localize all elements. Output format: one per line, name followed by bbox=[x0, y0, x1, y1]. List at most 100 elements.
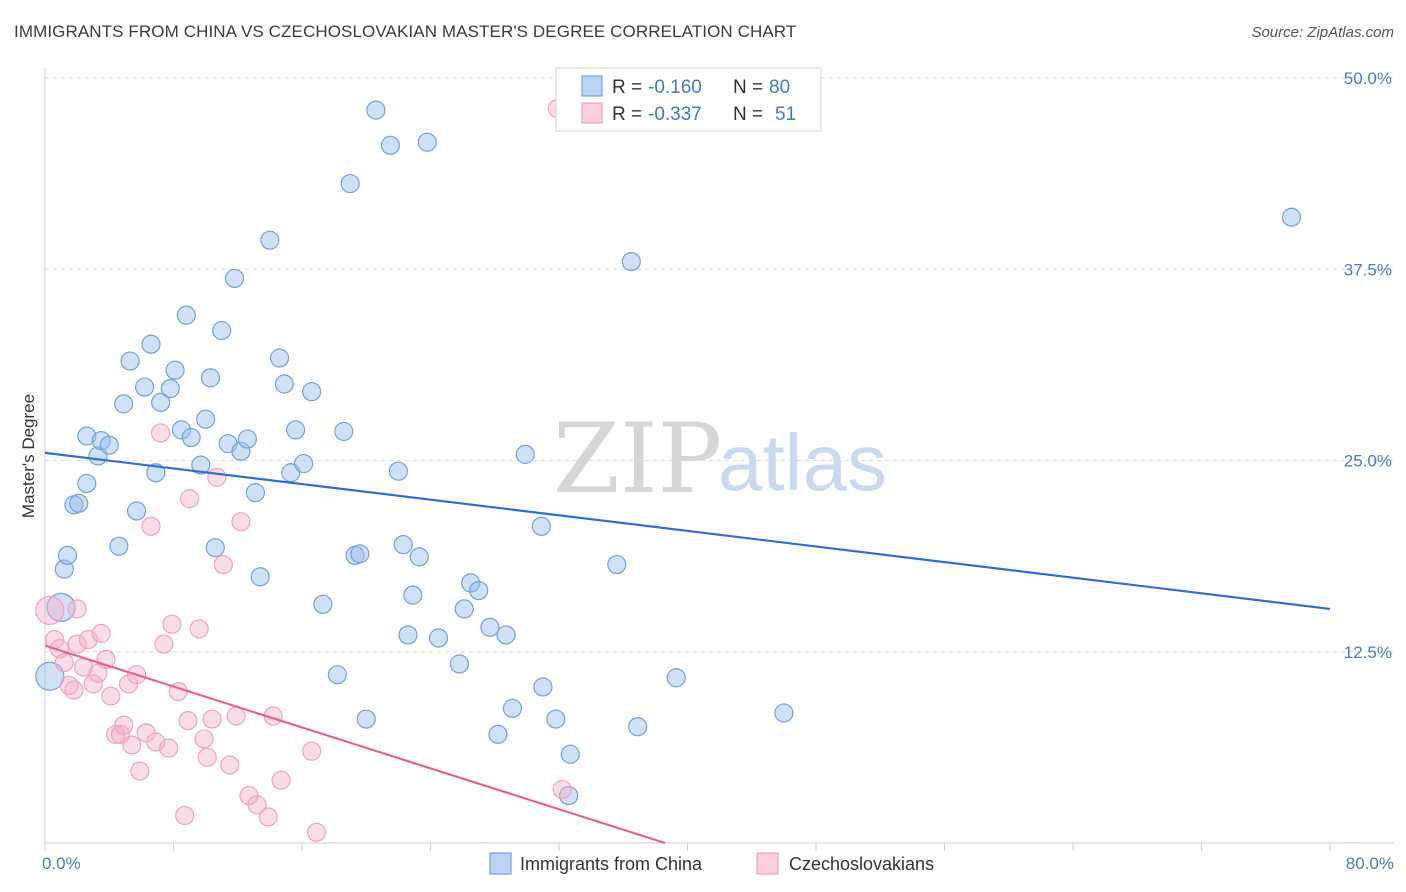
china-point-41 bbox=[313, 594, 333, 614]
china-point-68 bbox=[546, 709, 566, 729]
czechoslovakian-trend-line bbox=[44, 644, 666, 845]
china-point-55 bbox=[417, 132, 437, 152]
china-point-12 bbox=[120, 351, 140, 371]
china-point-60 bbox=[469, 580, 489, 601]
czechoslovakian-point-42 bbox=[247, 795, 267, 815]
stats-r-label-2: R = bbox=[612, 104, 642, 125]
china-point-42 bbox=[327, 665, 347, 685]
china-point-52 bbox=[398, 625, 418, 645]
czechoslovakian-point-32 bbox=[189, 619, 209, 639]
china-point-75 bbox=[774, 703, 794, 723]
czechoslovakian-point-45 bbox=[271, 770, 291, 790]
china-point-53 bbox=[403, 585, 423, 605]
stats-n-value-1: 80 bbox=[769, 77, 790, 98]
stats-n-value-2: 51 bbox=[775, 104, 796, 125]
china-point-4 bbox=[69, 493, 89, 513]
china-point-46 bbox=[350, 544, 370, 564]
stats-n-label-2: N = bbox=[733, 104, 763, 125]
china-point-16 bbox=[146, 463, 166, 483]
china-point-34 bbox=[260, 230, 280, 250]
china-point-69 bbox=[560, 744, 580, 764]
china-point-40 bbox=[302, 382, 322, 402]
stats-swatch-pink bbox=[581, 102, 603, 124]
china-point-5 bbox=[77, 473, 97, 494]
tick-labels: 12.5% 25.0% 37.5% 50.0% 0.0% 80.0% bbox=[42, 69, 1394, 873]
watermark: ZIP atlas bbox=[553, 403, 887, 515]
china-point-59 bbox=[461, 573, 481, 593]
china-point-31 bbox=[237, 429, 257, 449]
china-point-67 bbox=[533, 677, 553, 697]
china-point-29 bbox=[224, 268, 245, 289]
china-point-47 bbox=[356, 709, 376, 729]
china-point-38 bbox=[285, 420, 306, 440]
czechoslovakian-point-16 bbox=[114, 715, 134, 735]
x-tick-label-0: 0.0% bbox=[42, 854, 81, 873]
stats-box: R = -0.160 N = 80 R = -0.337 N = 51 bbox=[555, 67, 822, 132]
china-point-44 bbox=[340, 173, 360, 194]
china-point-18 bbox=[160, 378, 180, 399]
czechoslovakian-point-29 bbox=[175, 805, 195, 826]
chart-source: Source: ZipAtlas.com bbox=[1251, 24, 1394, 41]
y-tick-label-0: 12.5% bbox=[1344, 643, 1392, 662]
czechoslovakian-point-37 bbox=[213, 554, 233, 575]
china-point-10 bbox=[109, 536, 129, 556]
czechoslovakian-point-3 bbox=[54, 652, 74, 673]
czechoslovakian-point-36 bbox=[207, 467, 227, 487]
czechoslovakian-point-18 bbox=[122, 735, 142, 755]
china-point-51 bbox=[393, 535, 413, 555]
china-point-71 bbox=[607, 554, 627, 575]
axes bbox=[44, 68, 1394, 851]
china-point-49 bbox=[380, 135, 400, 155]
czechoslovakian-point-24 bbox=[151, 423, 171, 443]
stats-swatch-blue bbox=[581, 75, 603, 97]
china-point-66 bbox=[531, 516, 551, 536]
czechoslovakian-point-22 bbox=[141, 516, 161, 536]
china-point-43 bbox=[334, 421, 354, 442]
china-point-74 bbox=[666, 668, 686, 688]
legend-label-china: Immigrants from China bbox=[520, 854, 703, 874]
china-point-13 bbox=[126, 501, 147, 521]
china-point-63 bbox=[496, 625, 516, 645]
china-point-58 bbox=[454, 599, 474, 619]
china-point-57 bbox=[449, 654, 470, 674]
czechoslovakian-point-33 bbox=[194, 729, 214, 749]
china-point-9 bbox=[99, 435, 119, 455]
czechoslovakian-point-40 bbox=[231, 512, 251, 532]
stats-r-label-1: R = bbox=[612, 77, 642, 98]
stats-r-value-1: -0.160 bbox=[648, 77, 702, 98]
czechoslovakian-point-6 bbox=[67, 634, 87, 654]
china-point-64 bbox=[502, 698, 523, 718]
china-point-39 bbox=[294, 453, 314, 474]
china-point-22 bbox=[181, 427, 201, 448]
legend-swatch-czechoslovakians bbox=[756, 852, 779, 875]
grid-lines bbox=[45, 77, 1394, 653]
y-tick-label-3: 50.0% bbox=[1344, 69, 1392, 88]
china-point-19 bbox=[165, 360, 185, 380]
china-point-65 bbox=[515, 444, 535, 464]
china-point-25 bbox=[200, 368, 221, 388]
y-tick-label-2: 37.5% bbox=[1344, 260, 1392, 279]
trend-lines bbox=[44, 451, 1331, 845]
legend-swatch-china bbox=[489, 852, 512, 875]
czechoslovakian-point-26 bbox=[159, 738, 179, 758]
china-point-33 bbox=[250, 567, 270, 587]
czechoslovakian-point-31 bbox=[179, 489, 200, 509]
china-point-14 bbox=[134, 377, 155, 397]
china-point-56 bbox=[428, 628, 449, 648]
china-point-21 bbox=[176, 305, 196, 325]
china-point-61 bbox=[480, 617, 500, 637]
china-point-54 bbox=[409, 547, 429, 567]
czechoslovakian-point-38 bbox=[220, 755, 240, 775]
czechoslovakian-point-13 bbox=[101, 686, 121, 706]
czechoslovakian-point-20 bbox=[130, 761, 150, 781]
czechoslovakian-point-46 bbox=[302, 741, 322, 761]
china-point-0 bbox=[35, 661, 65, 691]
czechoslovakian-point-47 bbox=[306, 822, 327, 842]
czechoslovakian-point-27 bbox=[162, 614, 182, 634]
china-point-77 bbox=[46, 592, 76, 622]
china-point-17 bbox=[151, 392, 171, 412]
stats-n-label-1: N = bbox=[733, 77, 763, 98]
china-point-50 bbox=[388, 461, 408, 481]
watermark-atlas: atlas bbox=[718, 418, 887, 507]
china-point-36 bbox=[274, 374, 294, 394]
